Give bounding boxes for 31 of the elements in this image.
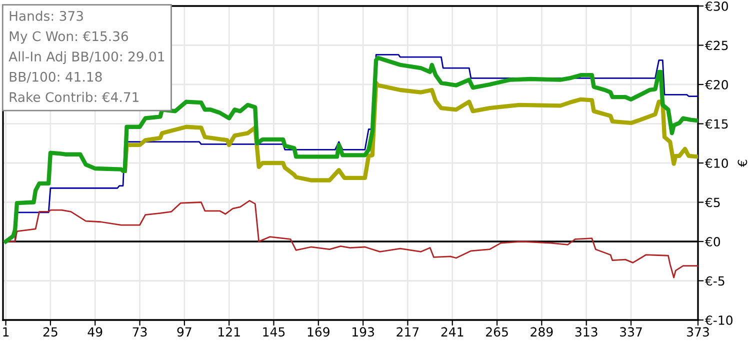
x-tick-label: 337: [620, 327, 642, 337]
x-tick-label: 121: [218, 327, 240, 336]
x-tick-label: 25: [43, 327, 58, 337]
annotation: Rake Contrib: €4.71: [10, 92, 138, 102]
y-tick-label: €-10: [704, 315, 732, 325]
y-tick-label: €5: [704, 198, 720, 208]
x-tick-label: 73: [132, 327, 147, 337]
x-tick-label: 1: [3, 327, 9, 336]
annotation: BB/100: 41.18: [10, 72, 102, 83]
annotation: All-In Adj BB/100: 29.01: [8, 51, 164, 64]
x-tick-label: 265: [486, 327, 508, 337]
y-tick-label: €10: [704, 158, 728, 168]
x-tick-label: 313: [575, 327, 598, 337]
x-tick-label: 193: [352, 327, 374, 337]
annotation: Hands: 373: [10, 10, 83, 21]
y-tick-label: €25: [704, 40, 728, 50]
y-tick-label: €0: [704, 236, 720, 246]
x-tick-label: 289: [530, 327, 553, 337]
annotation: My C Won: €15.36: [10, 31, 128, 44]
x-tick-label: 49: [88, 327, 102, 337]
x-tick-label: 145: [263, 327, 285, 337]
y-tick-label: €20: [704, 80, 728, 90]
x-tick-label: 241: [441, 327, 464, 336]
y-tick-label: €30: [704, 1, 728, 11]
y-tick-label: €15: [704, 119, 728, 129]
y-tick-label: €-5: [704, 276, 724, 286]
x-tick-label: 97: [177, 327, 192, 337]
x-tick-label: 169: [308, 327, 330, 337]
x-tick-label: 217: [396, 327, 419, 336]
y-axis-title: €: [738, 160, 748, 167]
x-tick-label: 373: [687, 327, 709, 337]
